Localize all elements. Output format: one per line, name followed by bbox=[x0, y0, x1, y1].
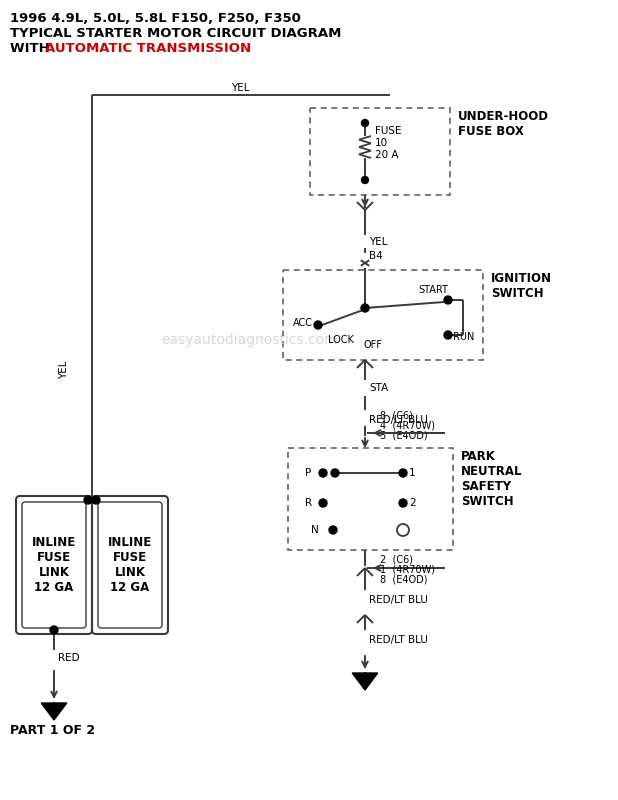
Text: PARK
NEUTRAL
SAFETY
SWITCH: PARK NEUTRAL SAFETY SWITCH bbox=[461, 450, 522, 508]
Text: N: N bbox=[311, 525, 319, 535]
Text: YEL: YEL bbox=[59, 361, 69, 379]
Text: START: START bbox=[418, 285, 448, 295]
Circle shape bbox=[314, 321, 322, 329]
Circle shape bbox=[444, 331, 452, 339]
Circle shape bbox=[92, 496, 100, 504]
Text: YEL: YEL bbox=[369, 237, 387, 247]
Text: 2: 2 bbox=[409, 498, 416, 508]
Circle shape bbox=[444, 296, 452, 304]
Text: 4  (4R70W): 4 (4R70W) bbox=[380, 420, 435, 430]
Text: STA: STA bbox=[369, 383, 388, 393]
Text: 8  (E4OD): 8 (E4OD) bbox=[380, 575, 428, 585]
Circle shape bbox=[399, 499, 407, 507]
Bar bbox=[283, 270, 483, 360]
Text: 1: 1 bbox=[409, 468, 416, 478]
Text: A: A bbox=[49, 706, 59, 718]
Circle shape bbox=[329, 526, 337, 534]
Circle shape bbox=[331, 469, 339, 477]
Text: AUTOMATIC TRANSMISSION: AUTOMATIC TRANSMISSION bbox=[45, 42, 251, 55]
Bar bbox=[310, 108, 450, 195]
Text: 5  (E4OD): 5 (E4OD) bbox=[380, 430, 428, 440]
Text: RED/LT BLU: RED/LT BLU bbox=[369, 595, 428, 605]
Circle shape bbox=[50, 626, 58, 634]
Circle shape bbox=[399, 469, 407, 477]
Text: UNDER-HOOD
FUSE BOX: UNDER-HOOD FUSE BOX bbox=[458, 110, 549, 138]
Circle shape bbox=[319, 469, 327, 477]
Text: WITH: WITH bbox=[10, 42, 54, 55]
Text: 8  (C6): 8 (C6) bbox=[380, 410, 413, 420]
Text: ACC: ACC bbox=[293, 318, 313, 328]
Text: FUSE
10
20 A: FUSE 10 20 A bbox=[375, 126, 402, 160]
Text: IGNITION
SWITCH: IGNITION SWITCH bbox=[491, 272, 552, 300]
Text: LOCK: LOCK bbox=[328, 335, 354, 345]
Text: YEL: YEL bbox=[231, 83, 249, 93]
Text: PART 1 OF 2: PART 1 OF 2 bbox=[10, 723, 95, 737]
Circle shape bbox=[362, 177, 368, 183]
Polygon shape bbox=[41, 703, 67, 720]
Polygon shape bbox=[352, 673, 378, 690]
Text: 1  (4R70W): 1 (4R70W) bbox=[380, 565, 435, 575]
Text: RED: RED bbox=[58, 653, 80, 663]
Text: TYPICAL STARTER MOTOR CIRCUIT DIAGRAM: TYPICAL STARTER MOTOR CIRCUIT DIAGRAM bbox=[10, 27, 341, 40]
Circle shape bbox=[84, 496, 92, 504]
Circle shape bbox=[361, 304, 369, 312]
Text: D: D bbox=[400, 526, 406, 534]
Text: 2  (C6): 2 (C6) bbox=[380, 555, 413, 565]
Circle shape bbox=[319, 499, 327, 507]
Text: B4: B4 bbox=[369, 251, 383, 261]
Text: RED/LT BLU: RED/LT BLU bbox=[369, 635, 428, 645]
Circle shape bbox=[362, 119, 368, 126]
Text: RED/LT BLU: RED/LT BLU bbox=[369, 415, 428, 425]
Bar bbox=[288, 448, 453, 550]
Text: B: B bbox=[360, 675, 370, 689]
Text: R: R bbox=[305, 498, 312, 508]
Text: OFF: OFF bbox=[363, 340, 382, 350]
Text: RUN: RUN bbox=[453, 332, 475, 342]
Circle shape bbox=[397, 524, 409, 536]
Text: P: P bbox=[305, 468, 311, 478]
Text: INLINE
FUSE
LINK
12 GA: INLINE FUSE LINK 12 GA bbox=[108, 536, 152, 594]
Text: INLINE
FUSE
LINK
12 GA: INLINE FUSE LINK 12 GA bbox=[32, 536, 76, 594]
Text: 1996 4.9L, 5.0L, 5.8L F150, F250, F350: 1996 4.9L, 5.0L, 5.8L F150, F250, F350 bbox=[10, 12, 301, 25]
Text: easyautodiagnostics.com: easyautodiagnostics.com bbox=[162, 333, 338, 347]
